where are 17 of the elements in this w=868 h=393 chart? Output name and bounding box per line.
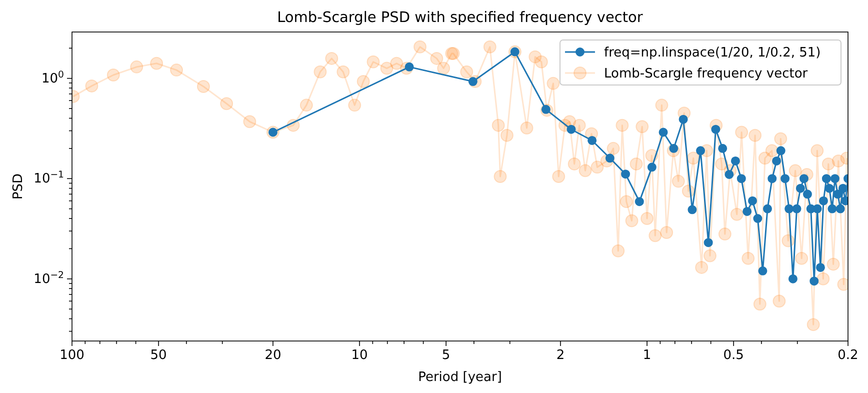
legend-label: freq=np.linspace(1/20, 1/0.2, 51): [604, 46, 821, 60]
y-axis-title: PSD: [11, 173, 26, 200]
y-tick-label: 10$^{−1}$: [34, 169, 64, 187]
y-tick-label: 10$^{0}$: [42, 68, 64, 86]
x-tick-label: 0.2: [838, 348, 858, 363]
x-tick-label: 50: [150, 348, 167, 363]
x-tick-label: 0.5: [723, 348, 744, 363]
legend-label: Lomb-Scargle frequency vector: [604, 66, 808, 82]
x-tick-label: 1: [642, 348, 652, 363]
x-tick-label: 20: [264, 348, 282, 363]
y-tick-label: 10$^{−2}$: [34, 269, 64, 287]
x-tick-label: 100: [60, 348, 84, 363]
chart-title: Lomb-Scargle PSD with specified frequency vector: [277, 10, 643, 26]
x-tick-label: 2: [556, 348, 565, 363]
x-axis-title: Period [year]: [418, 370, 502, 385]
x-tick-label: 10: [351, 348, 368, 363]
x-tick-label: 5: [442, 348, 450, 363]
